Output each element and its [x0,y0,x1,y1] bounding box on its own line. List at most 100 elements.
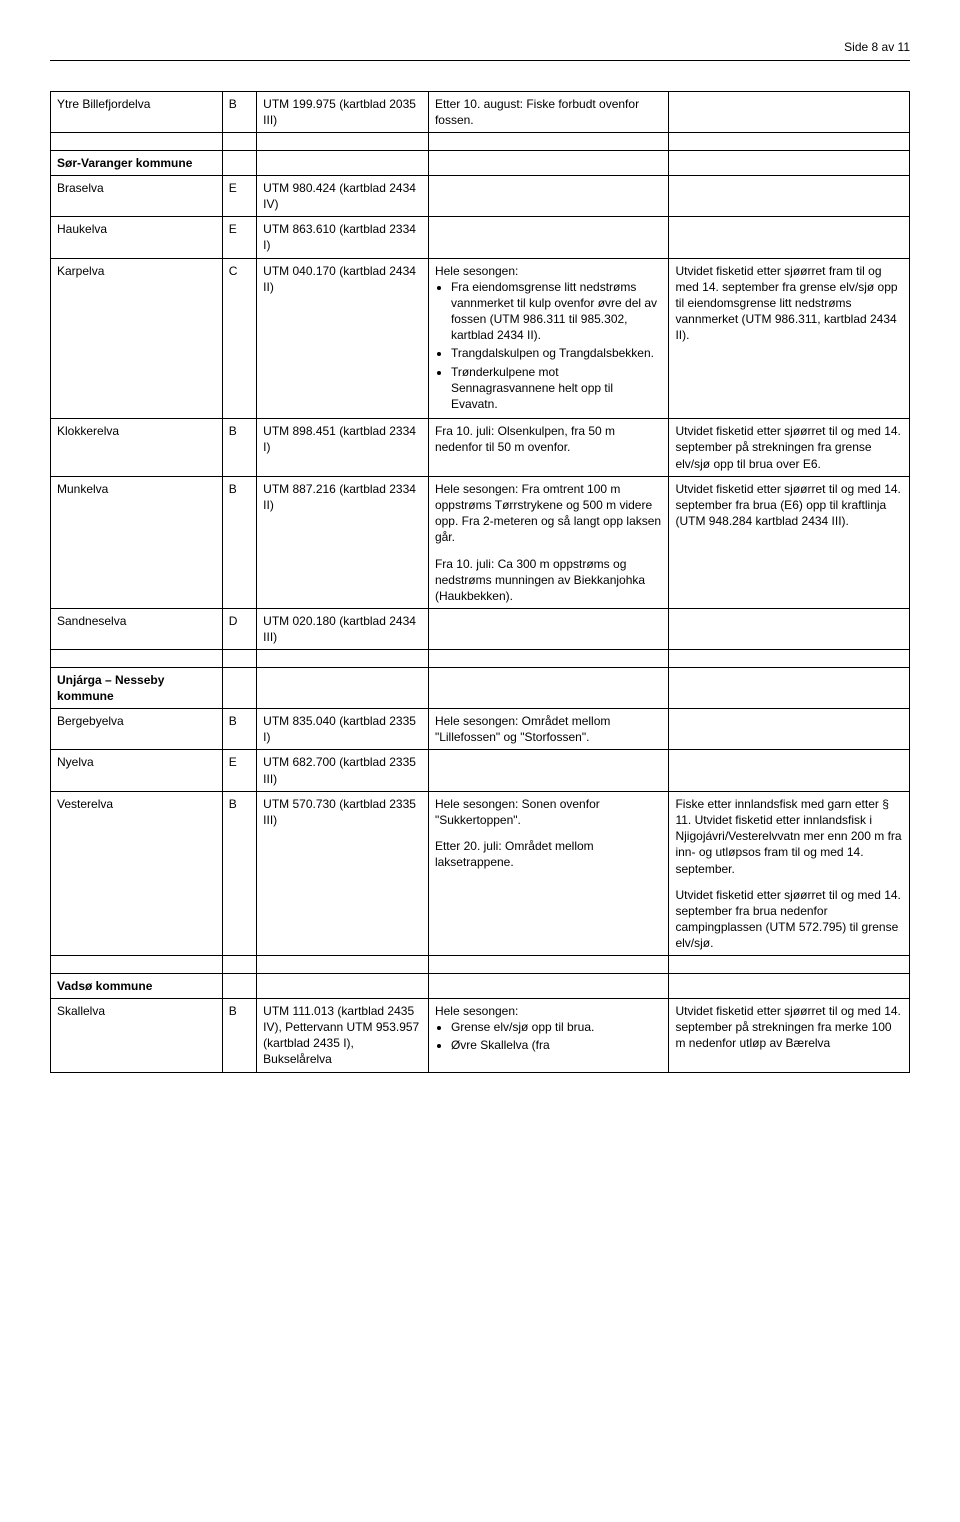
empty-cell [51,650,223,667]
river-name: Nyelva [51,750,223,791]
utm-ref: UTM 887.216 (kartblad 2334 II) [257,476,429,608]
table-row: BergebyelvaBUTM 835.040 (kartblad 2335 I… [51,709,910,750]
paragraph: Hele sesongen: Sonen ovenfor "Sukkertopp… [435,796,663,828]
restrictions [428,150,669,175]
empty-cell [428,956,669,973]
restrictions: Hele sesongen: Sonen ovenfor "Sukkertopp… [428,791,669,956]
notes: Utvidet fisketid etter sjøørret fram til… [669,258,910,419]
table-row: SkallelvaBUTM 111.013 (kartblad 2435 IV)… [51,998,910,1072]
category-code: B [222,476,256,608]
category-code [222,667,256,708]
restrictions: Hele sesongen:Fra eiendomsgrense litt ne… [428,258,669,419]
cell-intro: Hele sesongen: [435,263,663,279]
paragraph: Fra 10. juli: Ca 300 m oppstrøms og neds… [435,556,663,605]
table-row: BraselvaEUTM 980.424 (kartblad 2434 IV) [51,175,910,216]
table-row: SandneselvaDUTM 020.180 (kartblad 2434 I… [51,609,910,650]
utm-ref: UTM 835.040 (kartblad 2335 I) [257,709,429,750]
empty-cell [257,650,429,667]
bullet-item: Trangdalskulpen og Trangdalsbekken. [451,345,663,361]
utm-ref: UTM 863.610 (kartblad 2334 I) [257,217,429,258]
category-code: B [222,709,256,750]
table-row [51,650,910,667]
river-name: Klokkerelva [51,419,223,477]
notes [669,175,910,216]
empty-cell [669,956,910,973]
bullet-item: Grense elv/sjø opp til brua. [451,1019,663,1035]
river-name: Sandneselva [51,609,223,650]
restrictions: Hele sesongen: Området mellom "Lillefoss… [428,709,669,750]
paragraph: Fiske etter innlandsfisk med garn etter … [675,796,903,877]
utm-ref: UTM 199.975 (kartblad 2035 III) [257,92,429,133]
utm-ref: UTM 682.700 (kartblad 2335 III) [257,750,429,791]
category-code: C [222,258,256,419]
category-code: B [222,998,256,1072]
category-code: B [222,92,256,133]
restrictions: Etter 10. august: Fiske forbudt ovenfor … [428,92,669,133]
notes [669,217,910,258]
river-name: Karpelva [51,258,223,419]
section-heading: Unjárga – Nesseby kommune [51,667,223,708]
empty-cell [257,133,429,150]
table-row [51,133,910,150]
empty-cell [669,133,910,150]
notes [669,750,910,791]
table-row: VesterelvaBUTM 570.730 (kartblad 2335 II… [51,791,910,956]
category-code: B [222,791,256,956]
page-header: Side 8 av 11 [50,40,910,61]
utm-ref: UTM 111.013 (kartblad 2435 IV), Petterva… [257,998,429,1072]
utm-ref: UTM 570.730 (kartblad 2335 III) [257,791,429,956]
utm-ref: UTM 020.180 (kartblad 2434 III) [257,609,429,650]
notes [669,92,910,133]
regulations-table: Ytre BillefjordelvaBUTM 199.975 (kartbla… [50,91,910,1073]
utm-ref [257,667,429,708]
table-row: Sør-Varanger kommune [51,150,910,175]
bullet-item: Trønderkulpene mot Sennagrasvannene helt… [451,364,663,413]
table-row: MunkelvaBUTM 887.216 (kartblad 2334 II)H… [51,476,910,608]
restrictions: Hele sesongen: Fra omtrent 100 m oppstrø… [428,476,669,608]
empty-cell [222,133,256,150]
restrictions [428,667,669,708]
restrictions [428,217,669,258]
restrictions: Fra 10. juli: Olsenkulpen, fra 50 m nede… [428,419,669,477]
notes: Utvidet fisketid etter sjøørret til og m… [669,419,910,477]
paragraph: Utvidet fisketid etter sjøørret til og m… [675,887,903,952]
utm-ref [257,150,429,175]
utm-ref: UTM 898.451 (kartblad 2334 I) [257,419,429,477]
table-row [51,956,910,973]
restrictions [428,973,669,998]
river-name: Braselva [51,175,223,216]
notes: Utvidet fisketid etter sjøørret til og m… [669,476,910,608]
page-number: Side 8 av 11 [844,40,910,54]
paragraph: Hele sesongen: Fra omtrent 100 m oppstrø… [435,481,663,546]
notes: Utvidet fisketid etter sjøørret til og m… [669,998,910,1072]
paragraph: Etter 20. juli: Området mellom laksetrap… [435,838,663,870]
river-name: Ytre Billefjordelva [51,92,223,133]
notes [669,667,910,708]
category-code: E [222,217,256,258]
bullet-item: Fra eiendomsgrense litt nedstrøms vannme… [451,279,663,344]
cell-intro: Hele sesongen: [435,1003,663,1019]
river-name: Vesterelva [51,791,223,956]
empty-cell [222,650,256,667]
restrictions [428,175,669,216]
bullet-list: Grense elv/sjø opp til brua.Øvre Skallel… [435,1019,663,1053]
restrictions [428,750,669,791]
empty-cell [428,650,669,667]
table-row: Ytre BillefjordelvaBUTM 199.975 (kartbla… [51,92,910,133]
table-row: KarpelvaCUTM 040.170 (kartblad 2434 II)H… [51,258,910,419]
restrictions [428,609,669,650]
river-name: Munkelva [51,476,223,608]
category-code: B [222,419,256,477]
empty-cell [428,133,669,150]
empty-cell [51,133,223,150]
table-row: HaukelvaEUTM 863.610 (kartblad 2334 I) [51,217,910,258]
notes [669,150,910,175]
empty-cell [222,956,256,973]
notes [669,709,910,750]
empty-cell [51,956,223,973]
river-name: Bergebyelva [51,709,223,750]
table-row: NyelvaEUTM 682.700 (kartblad 2335 III) [51,750,910,791]
section-heading: Sør-Varanger kommune [51,150,223,175]
notes [669,609,910,650]
bullet-list: Fra eiendomsgrense litt nedstrøms vannme… [435,279,663,413]
